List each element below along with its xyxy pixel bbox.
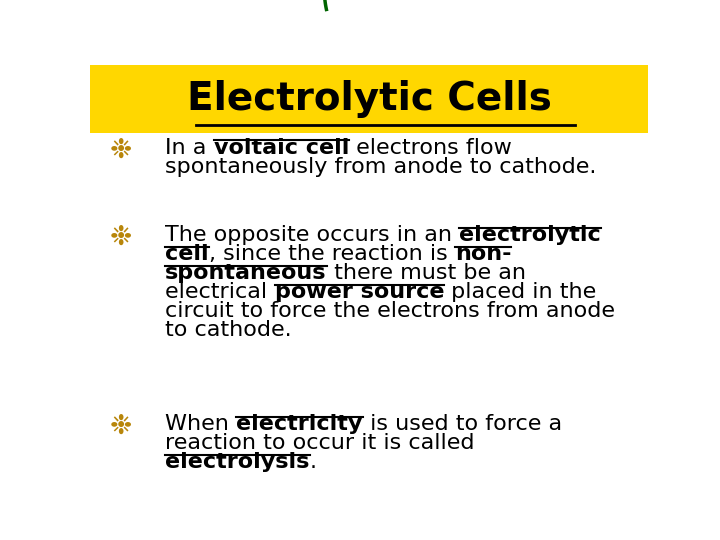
Text: placed in the: placed in the [444, 282, 596, 302]
Text: When: When [166, 414, 236, 434]
Text: circuit to force the electrons from anode: circuit to force the electrons from anod… [166, 301, 616, 321]
Text: reaction to occur it is called: reaction to occur it is called [166, 433, 474, 453]
Text: , since the reaction is: , since the reaction is [209, 244, 455, 264]
Text: power source: power source [274, 282, 444, 302]
Text: spontaneously from anode to cathode.: spontaneously from anode to cathode. [166, 157, 597, 177]
Text: is used to force a: is used to force a [363, 414, 562, 434]
Text: to cathode.: to cathode. [166, 320, 292, 340]
Text: ❉: ❉ [109, 138, 132, 164]
Text: In a: In a [166, 138, 214, 158]
Text: electricity: electricity [236, 414, 363, 434]
Text: electrons flow: electrons flow [349, 138, 512, 158]
Text: electrolysis: electrolysis [166, 453, 310, 472]
Text: there must be an: there must be an [327, 263, 526, 283]
Text: spontaneous: spontaneous [166, 263, 327, 283]
Text: electrolytic: electrolytic [459, 225, 601, 245]
Text: electrical: electrical [166, 282, 274, 302]
Text: .: . [310, 453, 317, 472]
Text: cell: cell [166, 244, 209, 264]
Text: The opposite occurs in an: The opposite occurs in an [166, 225, 459, 245]
Text: non-: non- [455, 244, 511, 264]
FancyBboxPatch shape [90, 65, 648, 133]
Text: voltaic cell: voltaic cell [214, 138, 349, 158]
Text: ❉: ❉ [109, 414, 132, 440]
Text: Electrolytic Cells: Electrolytic Cells [186, 80, 552, 118]
Text: ❉: ❉ [109, 225, 132, 251]
